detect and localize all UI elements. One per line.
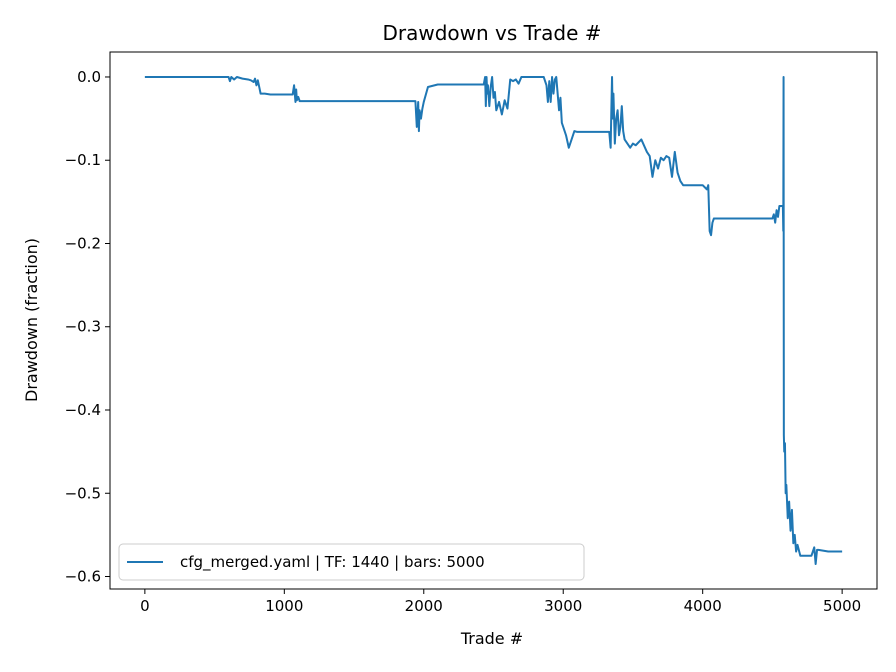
y-axis: 0.0 −0.1 −0.2 −0.3 −0.4 −0.5 −0.6 (65, 68, 110, 586)
x-axis: 0 1000 2000 3000 4000 5000 (140, 589, 861, 615)
y-tick-label: −0.3 (65, 318, 101, 336)
plot-area (144, 75, 843, 566)
axes-frame (109, 51, 878, 590)
y-tick-label: −0.2 (65, 234, 101, 252)
legend: cfg_merged.yaml | TF: 1440 | bars: 5000 (118, 543, 585, 581)
x-tick-label: 5000 (823, 597, 861, 615)
x-tick-label: 4000 (684, 597, 722, 615)
y-tick-label: −0.6 (65, 568, 101, 586)
x-tick-label: 1000 (265, 597, 303, 615)
drawdown-series-line (144, 75, 843, 566)
legend-box (118, 543, 585, 581)
y-tick-label: 0.0 (77, 68, 101, 86)
chart-title: Drawdown vs Trade # (382, 21, 601, 45)
y-tick-label: −0.4 (65, 401, 101, 419)
y-tick-label: −0.1 (65, 151, 101, 169)
legend-label: cfg_merged.yaml | TF: 1440 | bars: 5000 (180, 553, 485, 572)
x-axis-label: Trade # (460, 629, 523, 648)
y-axis-label: Drawdown (fraction) (22, 238, 41, 402)
x-tick-label: 0 (140, 597, 150, 615)
y-tick-label: −0.5 (65, 484, 101, 502)
x-tick-label: 2000 (405, 597, 443, 615)
x-tick-label: 3000 (544, 597, 582, 615)
